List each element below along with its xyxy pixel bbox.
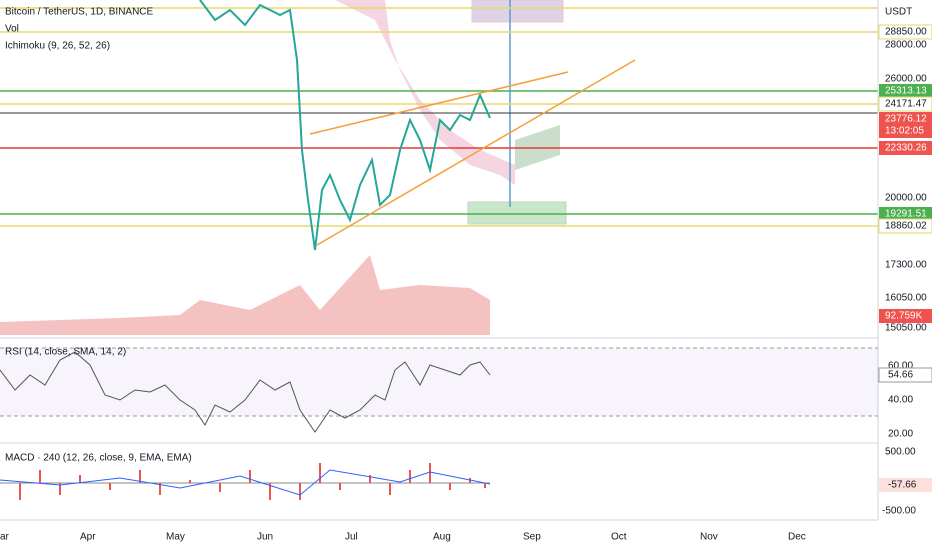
wedge-line [309,71,569,135]
time-tick: Aug [433,532,451,543]
rsi-tag [878,367,932,383]
last-price: 23776.12 [885,114,927,125]
level-label: 18860.02 [885,221,927,232]
time-tick: May [166,532,185,543]
macd-line [0,469,491,496]
price-tick: 28000.00 [885,40,927,51]
macd-label: MACD · 240 (12, 26, close, 9, EMA, EMA) [5,453,192,464]
level-tag [879,141,932,155]
time-tick: Apr [80,532,96,543]
level-tag [878,24,932,40]
time-tick: Oct [611,532,627,543]
ichimoku-cloud [335,0,515,185]
macd-histogram [19,463,486,500]
last-price-tag [879,112,932,138]
price-tick: 26000.00 [885,74,927,85]
symbol-title: Bitcoin / TetherUS, 1D, BINANCE [5,7,154,18]
level-label: 25313.13 [885,86,927,97]
price-tick: 15050.00 [885,323,927,334]
time-axis: ar Apr May Jun Jul Aug Sep Oct Nov Dec [0,532,806,543]
rsi-tick: 60.00 [888,361,913,372]
levels [0,7,878,227]
time-tick: Dec [788,532,806,543]
wedge-line [316,59,636,246]
time-tick: Jun [257,532,273,543]
price-tick: 16050.00 [885,293,927,304]
rsi-tick: 20.00 [888,429,913,440]
level-label: 22330.26 [885,143,927,154]
rsi-band [0,348,878,416]
volume-tag [879,309,932,323]
currency: USDT [885,7,912,18]
macd-tick: -500.00 [882,506,916,517]
price-axis: USDT 28000.00 26000.00 20000.00 17300.00… [878,7,932,517]
target-box [471,0,564,23]
support-box [467,201,567,225]
macd-tick: 500.00 [885,447,916,458]
time-tick: ar [0,532,10,543]
ichimoku-label: Ichimoku (9, 26, 52, 26) [5,41,110,52]
level-label: 19291.51 [885,209,927,220]
level-label: 24171.47 [885,99,927,110]
level-tag [878,218,932,234]
volume-label: Vol [5,24,19,35]
macd-tag [879,478,932,492]
level-tag [879,84,932,98]
rsi-tick: 40.00 [888,395,913,406]
price-tick: 20000.00 [885,193,927,204]
rsi-line [0,351,491,433]
level-tag [878,96,932,112]
time-tick: Nov [700,532,718,543]
time-tick: Jul [345,532,358,543]
macd-value: -57.66 [888,480,917,491]
rsi-value: 54.66 [888,370,913,381]
level-label: 28850.00 [885,27,927,38]
price-line [199,0,491,251]
price-tick: 17300.00 [885,260,927,271]
time-tick: Sep [523,532,541,543]
countdown: 13:02:05 [885,126,924,137]
volume-value: 92.759K [885,311,923,322]
volume-area [0,255,490,335]
level-tag [879,207,932,221]
rsi-label: RSI (14, close, SMA, 14, 2) [5,347,126,358]
